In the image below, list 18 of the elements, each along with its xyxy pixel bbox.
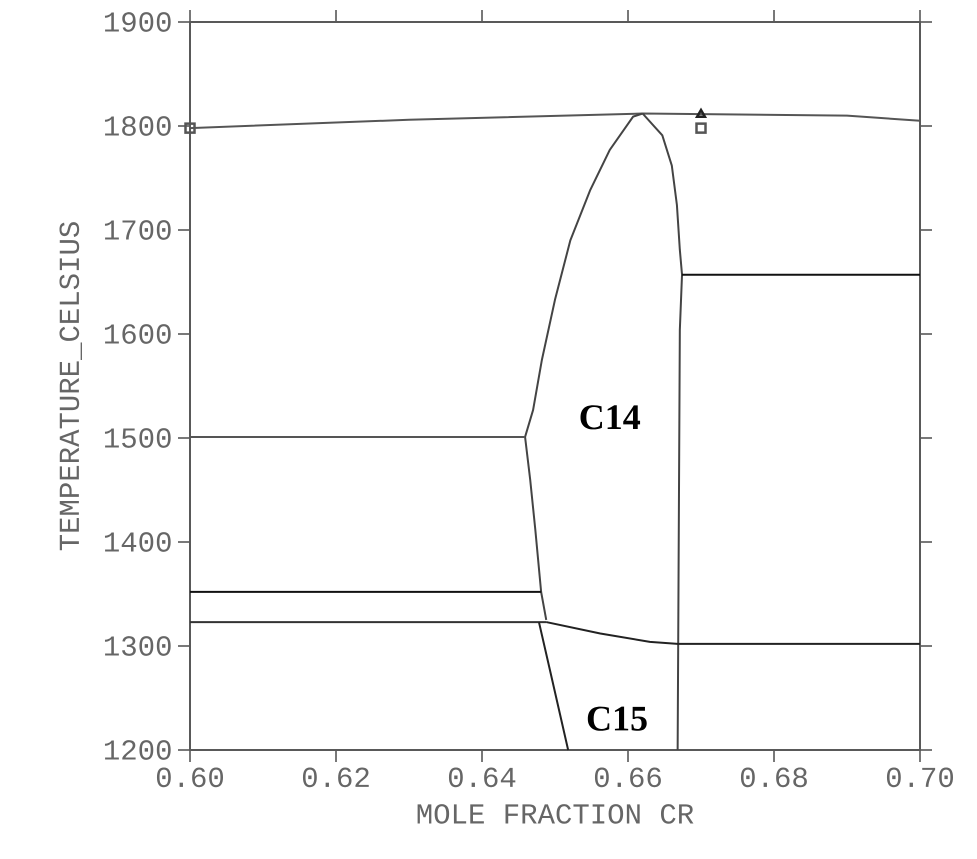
annotation: C14 bbox=[580, 405, 640, 430]
annotation: C15 bbox=[588, 706, 647, 731]
y-tick-label: 1800 bbox=[104, 116, 171, 136]
y-tick-label: 1400 bbox=[104, 532, 171, 552]
x-tick-label: 0.70 bbox=[886, 768, 954, 788]
x-tick-label: 0.62 bbox=[302, 768, 369, 788]
y-tick-label: 1300 bbox=[104, 636, 171, 656]
y-tick-label: 1700 bbox=[104, 220, 171, 240]
y-tick-label: 1600 bbox=[104, 324, 171, 344]
y-tick-label: 1200 bbox=[104, 740, 171, 760]
y-tick-label: 1900 bbox=[104, 12, 171, 32]
y-tick-label: 1500 bbox=[104, 428, 171, 448]
y-axis-title: TEMPERATURE_CELSIUS bbox=[59, 222, 82, 550]
x-tick-label: 0.60 bbox=[156, 768, 224, 788]
x-tick-label: 0.66 bbox=[594, 768, 661, 788]
x-tick-label: 0.64 bbox=[448, 768, 516, 788]
x-axis-title: MOLE FRACTION CR bbox=[418, 804, 694, 824]
x-tick-label: 0.68 bbox=[740, 768, 807, 788]
